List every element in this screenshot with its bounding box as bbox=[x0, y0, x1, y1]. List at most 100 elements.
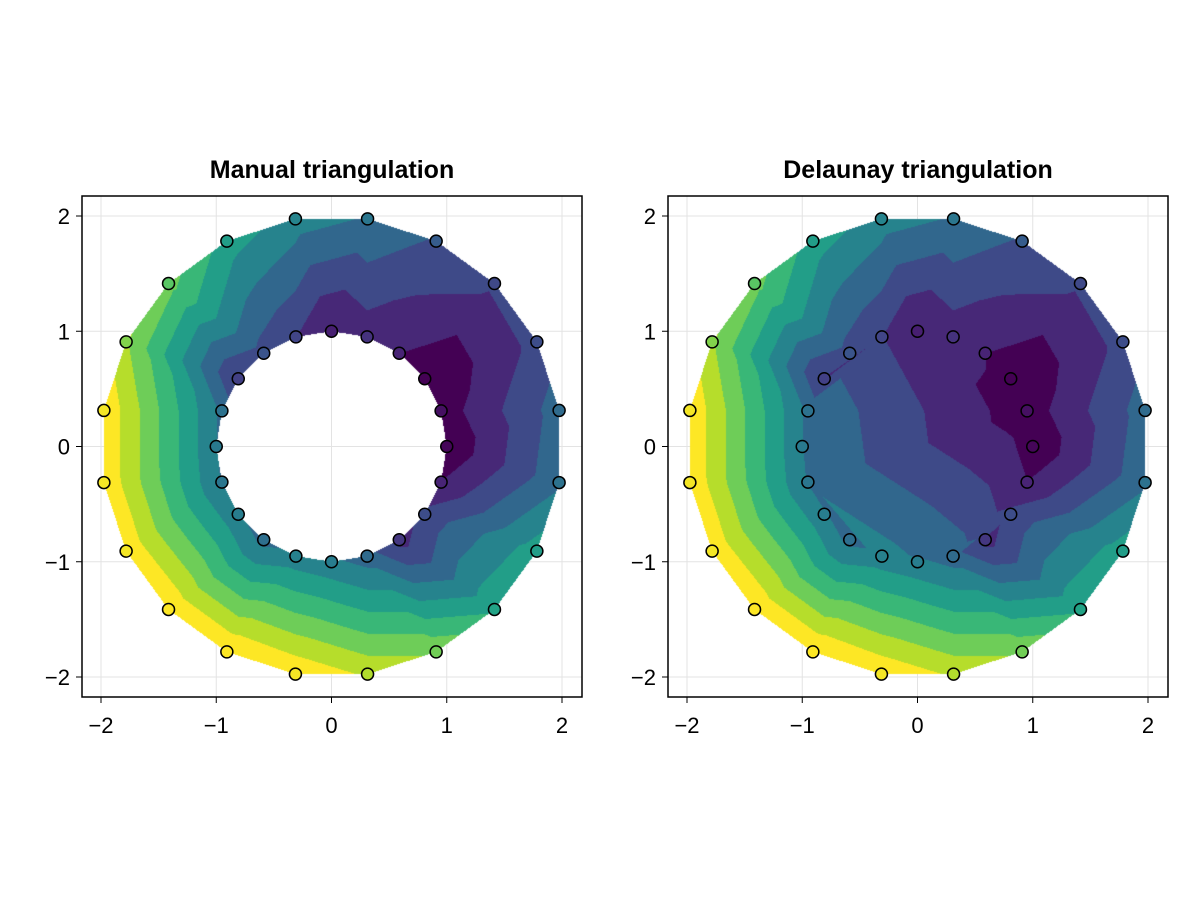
outer-data-point bbox=[288, 212, 303, 226]
x-tick-label: −1 bbox=[790, 713, 815, 738]
inner-data-point bbox=[215, 475, 229, 489]
inner-data-point bbox=[256, 346, 271, 361]
inner-data-point bbox=[215, 404, 229, 418]
outer-data-point bbox=[97, 475, 111, 490]
outer-data-point bbox=[1116, 544, 1130, 558]
inner-data-point bbox=[910, 555, 925, 569]
outer-data-point bbox=[220, 234, 234, 248]
inner-data-point bbox=[440, 439, 454, 454]
outer-data-point bbox=[97, 403, 111, 418]
outer-data-point bbox=[119, 544, 133, 558]
outer-data-point bbox=[747, 602, 762, 617]
x-tick-label: −1 bbox=[204, 713, 229, 738]
outer-data-point bbox=[806, 234, 820, 248]
y-tick-label: 1 bbox=[58, 319, 70, 344]
outer-data-point bbox=[1015, 645, 1029, 659]
x-tick-label: −2 bbox=[674, 713, 699, 738]
inner-data-point bbox=[392, 346, 407, 361]
inner-data-point bbox=[231, 507, 246, 522]
y-tick-label: 0 bbox=[644, 435, 656, 460]
inner-data-point bbox=[801, 475, 815, 489]
inner-data-point bbox=[417, 371, 432, 386]
outer-data-point bbox=[683, 475, 697, 490]
inner-data-point bbox=[1020, 404, 1034, 418]
outer-data-point bbox=[683, 403, 697, 418]
x-tick-label: 0 bbox=[911, 713, 923, 738]
chart-title: Manual triangulation bbox=[209, 156, 455, 184]
y-tick-label: 1 bbox=[644, 319, 656, 344]
outer-data-point bbox=[530, 335, 544, 349]
outer-data-point bbox=[1073, 602, 1088, 617]
outer-data-point bbox=[1138, 403, 1152, 418]
outer-data-point bbox=[552, 403, 566, 418]
outer-data-point bbox=[530, 544, 544, 558]
outer-data-point bbox=[874, 212, 889, 226]
inner-data-point bbox=[289, 330, 303, 344]
inner-data-point bbox=[256, 532, 271, 547]
outer-data-point bbox=[946, 667, 961, 681]
outer-data-point bbox=[429, 234, 443, 248]
outer-data-point bbox=[161, 276, 176, 291]
inner-data-point bbox=[209, 439, 223, 454]
inner-data-point bbox=[392, 532, 407, 547]
x-tick-label: 1 bbox=[1027, 713, 1039, 738]
inner-data-point bbox=[795, 439, 809, 454]
outer-data-point bbox=[705, 335, 719, 349]
inner-data-point bbox=[231, 371, 246, 386]
y-tick-label: 2 bbox=[58, 204, 70, 229]
inner-data-point bbox=[417, 507, 432, 522]
inner-data-point bbox=[842, 532, 857, 547]
outer-data-point bbox=[288, 667, 303, 681]
y-tick-label: −2 bbox=[631, 665, 656, 690]
outer-data-point bbox=[806, 645, 820, 659]
x-tick-label: 0 bbox=[325, 713, 337, 738]
inner-data-point bbox=[801, 404, 815, 418]
outer-data-point bbox=[487, 602, 502, 617]
inner-data-point bbox=[817, 507, 832, 522]
x-tick-label: 2 bbox=[1142, 713, 1154, 738]
outer-data-point bbox=[1116, 335, 1130, 349]
y-tick-label: 0 bbox=[58, 435, 70, 460]
outer-data-point bbox=[874, 667, 889, 681]
y-tick-label: −2 bbox=[45, 665, 70, 690]
inner-data-point bbox=[324, 555, 339, 569]
x-tick-label: 2 bbox=[556, 713, 568, 738]
outer-data-point bbox=[1015, 234, 1029, 248]
inner-data-point bbox=[360, 549, 374, 563]
outer-data-point bbox=[1138, 475, 1152, 490]
outer-data-point bbox=[1073, 276, 1088, 291]
x-tick-label: −2 bbox=[88, 713, 113, 738]
x-tick-label: 1 bbox=[441, 713, 453, 738]
inner-data-point bbox=[1020, 475, 1034, 489]
inner-data-point bbox=[978, 346, 993, 361]
outer-data-point bbox=[487, 276, 502, 291]
inner-data-point bbox=[910, 324, 925, 338]
outer-data-point bbox=[220, 645, 234, 659]
inner-data-point bbox=[875, 330, 889, 344]
inner-data-point bbox=[1003, 371, 1018, 386]
outer-data-point bbox=[161, 602, 176, 617]
outer-data-point bbox=[429, 645, 443, 659]
inner-data-point bbox=[875, 549, 889, 563]
y-tick-label: 2 bbox=[644, 204, 656, 229]
outer-data-point bbox=[360, 667, 375, 681]
outer-data-point bbox=[119, 335, 133, 349]
outer-data-point bbox=[747, 276, 762, 291]
y-tick-label: −1 bbox=[631, 550, 656, 575]
outer-data-point bbox=[360, 212, 375, 226]
inner-data-point bbox=[434, 475, 448, 489]
outer-data-point bbox=[946, 212, 961, 226]
inner-data-point bbox=[1026, 439, 1040, 454]
inner-data-point bbox=[324, 324, 339, 338]
inner-data-point bbox=[946, 549, 960, 563]
inner-data-point bbox=[1003, 507, 1018, 522]
inner-data-point bbox=[817, 371, 832, 386]
inner-data-point bbox=[289, 549, 303, 563]
chart-title: Delaunay triangulation bbox=[783, 156, 1053, 184]
outer-data-point bbox=[705, 544, 719, 558]
inner-data-point bbox=[360, 330, 374, 344]
outer-data-point bbox=[552, 475, 566, 490]
